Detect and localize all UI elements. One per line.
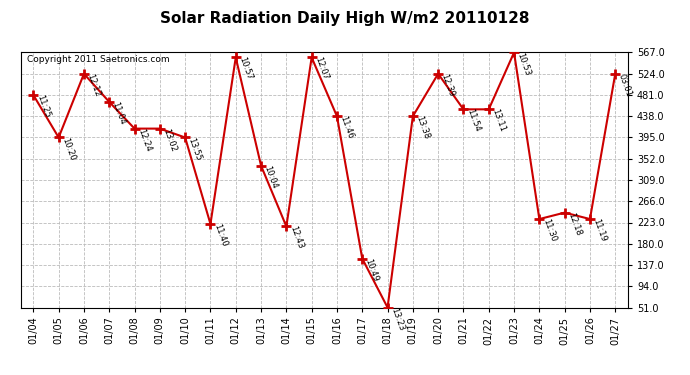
Text: 11:54: 11:54 <box>465 108 482 134</box>
Text: 13:23: 13:23 <box>389 306 406 332</box>
Text: 11:46: 11:46 <box>338 115 355 140</box>
Text: 03:01: 03:01 <box>617 72 633 98</box>
Text: 12:12: 12:12 <box>86 72 102 98</box>
Text: 10:57: 10:57 <box>237 56 254 82</box>
Text: 11:40: 11:40 <box>212 223 228 248</box>
Text: 10:04: 10:04 <box>262 164 279 190</box>
Text: 12:39: 12:39 <box>440 72 456 98</box>
Text: 10:20: 10:20 <box>60 136 77 162</box>
Text: 11:30: 11:30 <box>541 217 558 243</box>
Text: 11:19: 11:19 <box>591 217 608 243</box>
Text: 13:11: 13:11 <box>490 108 506 134</box>
Text: 12:24: 12:24 <box>136 127 152 153</box>
Text: 13:38: 13:38 <box>414 115 431 141</box>
Text: 11:25: 11:25 <box>34 94 51 119</box>
Text: 11:04: 11:04 <box>110 100 127 126</box>
Text: 10:49: 10:49 <box>364 257 380 283</box>
Text: 12:43: 12:43 <box>288 225 304 251</box>
Text: 13:02: 13:02 <box>161 127 178 153</box>
Text: Copyright 2011 Saetronics.com: Copyright 2011 Saetronics.com <box>27 55 170 64</box>
Text: 12:18: 12:18 <box>566 211 582 237</box>
Text: Solar Radiation Daily High W/m2 20110128: Solar Radiation Daily High W/m2 20110128 <box>160 11 530 26</box>
Text: 10:53: 10:53 <box>515 51 532 76</box>
Text: 13:55: 13:55 <box>186 136 203 162</box>
Text: 12:07: 12:07 <box>313 56 330 82</box>
